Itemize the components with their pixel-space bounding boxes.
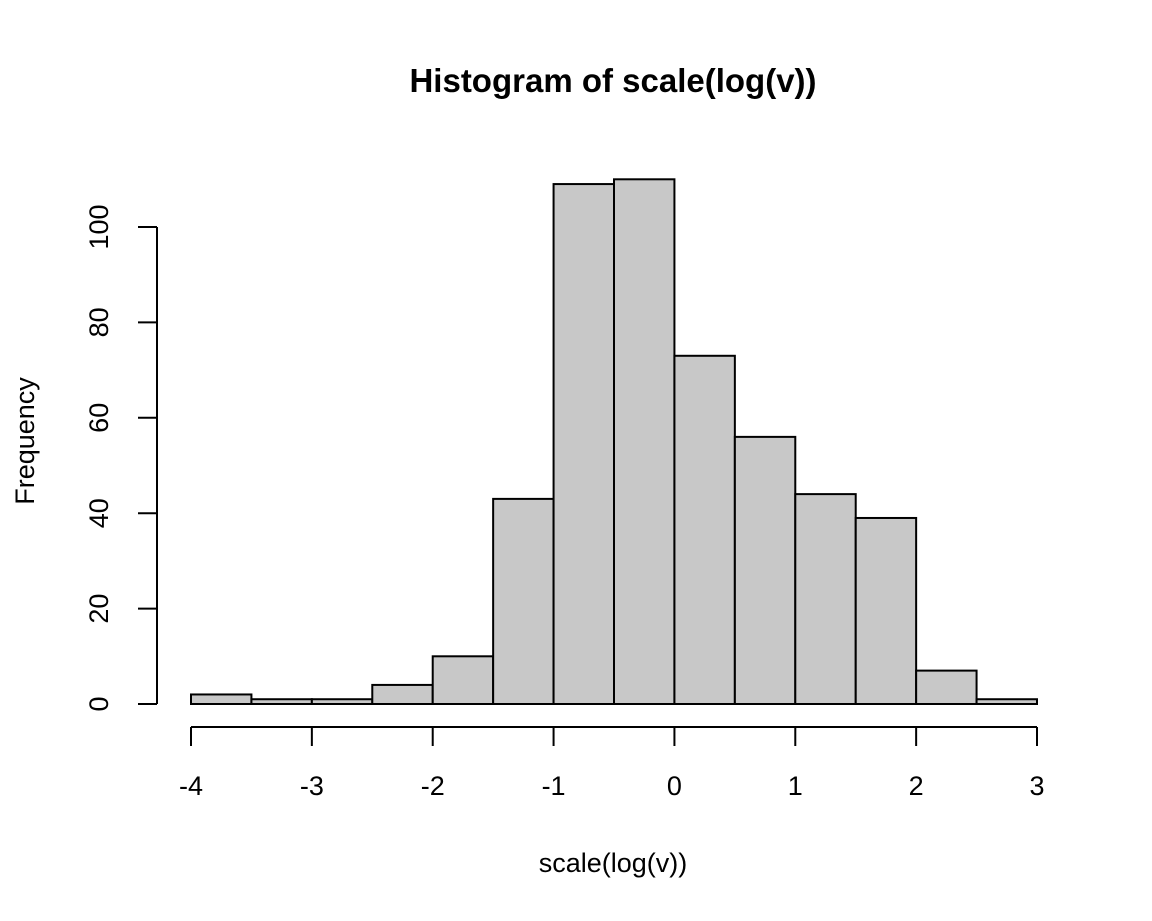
y-tick-label: 20 bbox=[84, 594, 114, 624]
x-tick-label: 0 bbox=[667, 771, 682, 801]
histogram-bar bbox=[794, 493, 857, 705]
y-axis-label: Frequency bbox=[10, 377, 40, 505]
y-axis: 0 20 40 60 80 100 bbox=[84, 204, 158, 712]
y-tick-label: 40 bbox=[84, 498, 114, 528]
y-tick-label: 60 bbox=[84, 403, 114, 433]
histogram-bar bbox=[733, 435, 797, 705]
histogram-bar bbox=[190, 693, 253, 706]
x-tick-label: 1 bbox=[788, 771, 803, 801]
histogram-bar bbox=[915, 669, 978, 705]
chart-title: Histogram of scale(log(v)) bbox=[409, 62, 816, 99]
y-tick-label: 0 bbox=[84, 696, 114, 711]
x-tick-label: 3 bbox=[1029, 771, 1044, 801]
y-tick-label: 80 bbox=[84, 307, 114, 337]
x-axis-label: scale(log(v)) bbox=[539, 848, 688, 878]
histogram-bar bbox=[371, 683, 434, 705]
histogram-bar bbox=[250, 698, 313, 705]
histogram-bar bbox=[673, 354, 736, 705]
x-tick-label: 2 bbox=[909, 771, 924, 801]
x-tick-label: -3 bbox=[300, 771, 324, 801]
histogram-bar bbox=[854, 516, 918, 705]
histogram-bar bbox=[552, 183, 615, 705]
x-axis: -4 -3 -2 -1 0 1 2 3 bbox=[179, 726, 1045, 801]
histogram-bar bbox=[310, 698, 374, 705]
x-tick-label: -2 bbox=[421, 771, 445, 801]
y-tick-label: 100 bbox=[84, 204, 114, 249]
histogram-bar bbox=[431, 655, 495, 705]
histogram-bar bbox=[492, 497, 555, 706]
x-tick-label: -1 bbox=[542, 771, 566, 801]
bars-group bbox=[190, 178, 1038, 706]
x-tick-label: -4 bbox=[179, 771, 203, 801]
histogram-bar bbox=[975, 698, 1038, 705]
histogram-bar bbox=[613, 178, 676, 706]
